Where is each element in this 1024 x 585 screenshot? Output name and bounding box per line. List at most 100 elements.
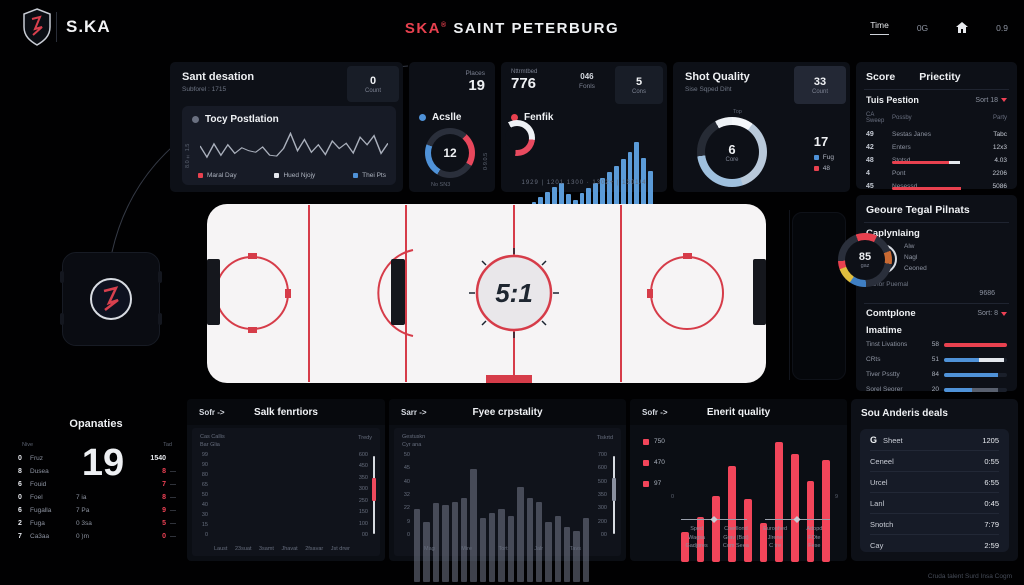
salk-title: Salk fenrtiors (254, 406, 318, 418)
shot-title: Shot Quality (685, 71, 750, 83)
deal-row[interactable]: Snotch 7:79 (870, 514, 999, 535)
penalties-title: Opanaties (69, 418, 123, 430)
deal-row[interactable]: Urcel 6:55 (870, 472, 999, 493)
device-ska-logo (90, 278, 132, 320)
cap-title: Caplynlaing (866, 228, 920, 239)
bar (517, 486, 524, 582)
sort-control[interactable]: Sort 18 (975, 97, 1007, 104)
left-goal (207, 259, 220, 325)
bar (564, 527, 571, 582)
bar (728, 465, 736, 562)
bar (545, 521, 552, 582)
bar (743, 498, 752, 562)
shot-count-badge: 33 Count (794, 66, 846, 104)
table-row[interactable]: 45Nesessd5086 (866, 183, 1007, 190)
left-arc (377, 249, 414, 337)
bar (451, 501, 458, 582)
salk-x-labels: Laust 23suat 3samt Jhavat 2fsavar Jst drwr (214, 546, 350, 552)
home-icon[interactable] (956, 22, 969, 33)
table-row[interactable]: 49 Sestas Janes Tabc (866, 131, 1007, 138)
fenfik-x-axis: 1929 | 1201 1300 · 1302+ | 1301/4 (521, 180, 647, 186)
bar (822, 459, 831, 562)
match-score: 5:1 (495, 278, 533, 308)
title-text: SAINT PETERBURG (453, 20, 620, 37)
hockey-rink: 5:1 (207, 204, 766, 383)
nav-item-og[interactable]: 0G (916, 22, 929, 33)
fenfik-arc (499, 120, 535, 156)
deal-row[interactable]: G Sheet 1205 (870, 430, 999, 451)
bar (507, 516, 515, 582)
table-row[interactable]: 48Stotsd4.03 (866, 157, 1007, 164)
salk-scale (372, 456, 376, 534)
places-label: Places (465, 70, 485, 77)
deal-row[interactable]: Lanl 0:45 (870, 493, 999, 514)
enerit-groups: Sped Wagsa Gadjores Coerllond Grav (Bat) Com … (681, 525, 830, 550)
panel-penalties: Opanaties Nive Tad 19 0 Fruz 1540 8 Dusea 8— 6… (8, 400, 184, 560)
header-divider (56, 12, 57, 42)
stat1-label: Nttrmtbed (511, 69, 538, 75)
enerit-end: 9 (834, 494, 838, 500)
chevron-down-icon (1001, 311, 1007, 316)
tab-score[interactable]: Score (866, 71, 896, 83)
stat1-value: 776 (511, 75, 537, 92)
bar (460, 497, 468, 582)
fyee-right-label: Tiskrtd (596, 435, 613, 441)
enerit-groups-block: Sped Wagsa Gadjores Coerllond Grav (Bat) Com … (681, 519, 830, 550)
bar (712, 495, 721, 562)
enerit-zero: 0 (671, 494, 675, 500)
panel-places: Places 19 Acslle 12 0·9.0.5 No SN3 (409, 62, 495, 192)
group-label: Sped Wagsa Gadjores (685, 526, 708, 549)
group-label: Adopd FOte Fese (806, 526, 823, 549)
score-table-header: CA Sweep Possby Party (866, 112, 1007, 124)
stat2-value: 046 (580, 72, 594, 81)
penalty-row: 0 Foel 7 ia 8— (18, 494, 176, 501)
nav-item-val[interactable]: 0.9 (996, 22, 1008, 33)
footer-credit: Cruda talent Surd Insa Cogm (927, 573, 1012, 580)
cap-items: Alw Nagl Ceoned (904, 243, 927, 273)
bar (479, 518, 486, 582)
penalty-row: 7 Ca3aa 0 )m 0— (18, 533, 176, 540)
panel-deals: Sou Anderis deals G Sheet 1205 Ceneel 0:55 Ur… (851, 399, 1018, 561)
cons-badge: 5 Cons (615, 66, 663, 104)
chevron-down-icon (1001, 98, 1007, 102)
bar (414, 508, 421, 582)
bar (775, 441, 783, 562)
salk-right-label: Tredy (358, 435, 372, 441)
panel-enerit: Sofr -> Enerit quality 750 470 97 0 9 Sped… (630, 399, 847, 562)
bar (432, 503, 440, 582)
nav-tab-time[interactable]: Time (870, 20, 889, 35)
table-row[interactable]: 42 Enters 12x3 (866, 144, 1007, 151)
panel-goal-points: Geoure Tegal Pilnats Caplynlaing Alw Nagl… (838, 195, 1017, 423)
panel-sant-desation: Sant desation Subforel : 1715 0 Count To… (170, 62, 403, 192)
bar (535, 501, 543, 582)
bar (423, 521, 430, 582)
imatime-title: Imatime (866, 325, 902, 336)
goal-points-title: Geoure Tegal Pilnats (866, 204, 970, 216)
fyee-subtitle: Gestuskn Cyr ana (402, 434, 426, 449)
bar (442, 505, 449, 582)
right-goal (753, 259, 766, 325)
salk-tag: Sofr -> (199, 407, 225, 417)
section-label: Tuis Pestion (866, 95, 919, 105)
bar (554, 516, 561, 582)
count-badge: 0 Count (347, 66, 399, 102)
comt-sort-control[interactable]: Sort: 8 (977, 310, 1007, 317)
gauge-caption: No SN3 (431, 182, 451, 188)
penalties-rows: 0 Fruz 1540 8 Dusea 8— 6 Fouid 7— 0 Foel 7 ia 8— 6 Fug… (18, 452, 176, 543)
stat-row: Tiver Psstty 84 (866, 367, 1007, 382)
stat-row: CRts 51 (866, 352, 1007, 367)
shot-gauge-label: Core (725, 156, 739, 163)
fyee-y-left: 50 45 40 32 22 9 0 (403, 452, 410, 538)
bar (790, 453, 799, 562)
tab-priority[interactable]: Priectity (919, 71, 961, 83)
table-row[interactable]: 4 Pont 2206 (866, 170, 1007, 177)
salk-stacked-bars (212, 454, 350, 582)
goal-points-donut: 85 gaz (838, 233, 892, 287)
fyee-tag: Sarr -> (401, 407, 427, 417)
deal-row[interactable]: Ceneel 0:55 (870, 451, 999, 472)
penalty-row: 8 Dusea 8— (18, 468, 176, 475)
fyee-scale (612, 456, 616, 534)
bar (498, 508, 505, 582)
deal-row[interactable]: Cay 2:59 (870, 540, 999, 550)
